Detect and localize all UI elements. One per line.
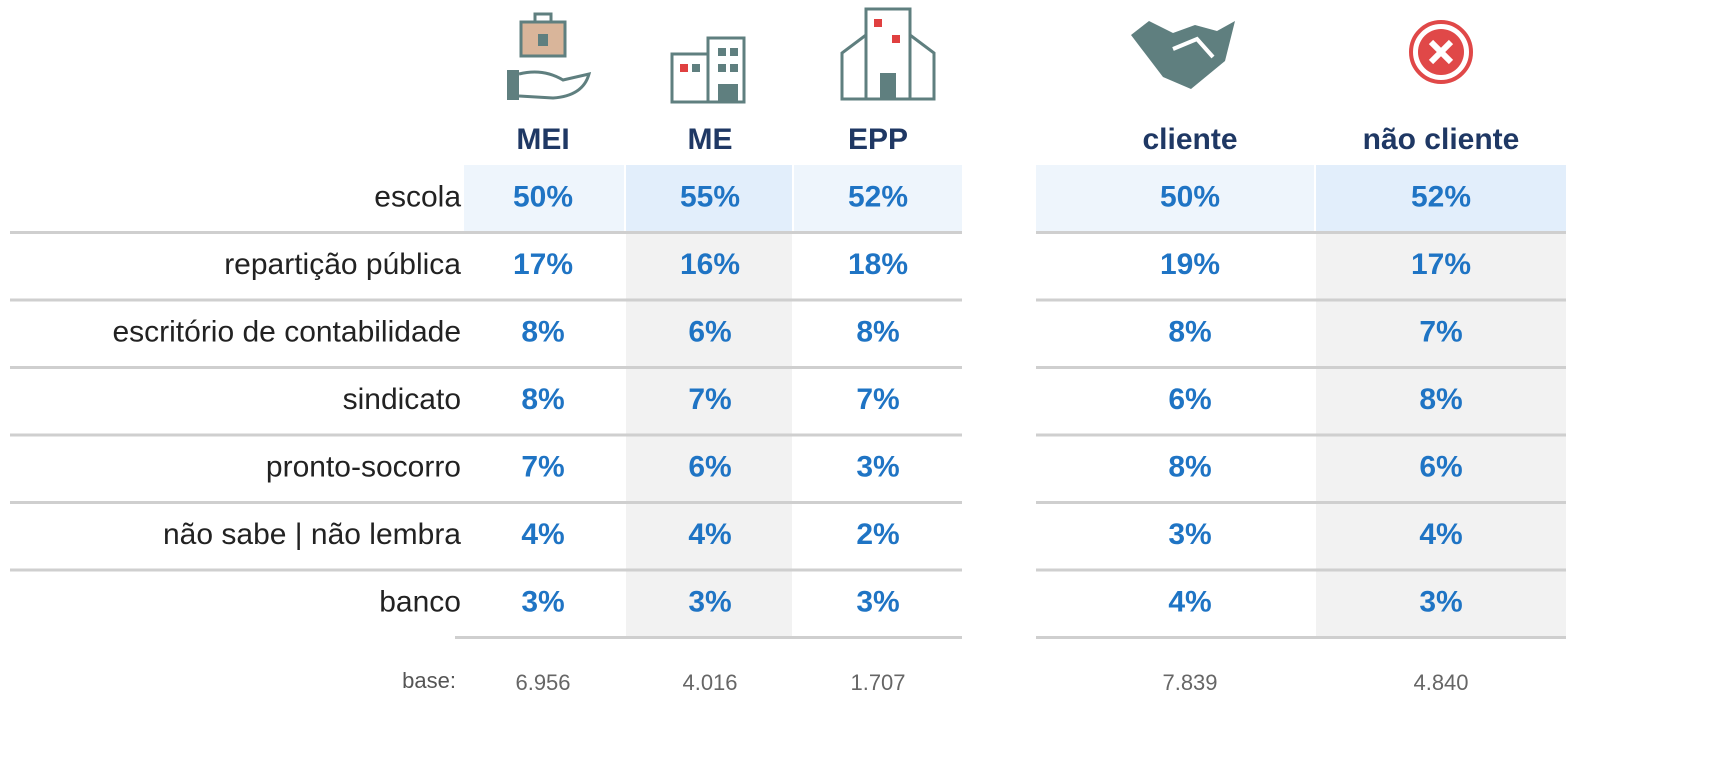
base-label: base: (402, 668, 456, 693)
cell-value: 18% (848, 248, 908, 281)
cell-value: 3% (1419, 586, 1462, 619)
cell-value: 19% (1160, 248, 1220, 281)
cell-value: 8% (521, 383, 564, 416)
highlight-row (794, 165, 962, 233)
row-label: banco (379, 586, 461, 619)
cell-value: 6% (1168, 383, 1211, 416)
cell-value: 17% (1411, 248, 1471, 281)
cell-value: 3% (521, 586, 564, 619)
icon-mei (507, 12, 592, 100)
cell-value: 8% (1168, 451, 1211, 484)
cell-value: 4% (1419, 518, 1462, 551)
cell-value: 7% (521, 451, 564, 484)
highlight-row (1036, 165, 1314, 233)
cell-value: 3% (856, 586, 899, 619)
row-label: escola (374, 181, 461, 214)
cell-value: 16% (680, 248, 740, 281)
cell-value: 3% (856, 451, 899, 484)
icon-epp (840, 7, 936, 101)
cell-value: 55% (680, 181, 740, 214)
highlight-row (1316, 165, 1566, 233)
cell-value: 50% (1160, 181, 1220, 214)
column-header: ME (688, 123, 733, 156)
cell-value: 8% (521, 316, 564, 349)
cell-value: 3% (1168, 518, 1211, 551)
cell-value: 4% (1168, 586, 1211, 619)
cell-value: 6% (1419, 451, 1462, 484)
icon-nao-cliente (1409, 20, 1473, 84)
base-value: 4.840 (1413, 670, 1468, 695)
highlight-row (464, 165, 624, 233)
column-header: MEI (516, 123, 569, 156)
column-header: cliente (1142, 123, 1237, 156)
cell-value: 3% (688, 586, 731, 619)
cell-value: 8% (856, 316, 899, 349)
cell-value: 8% (1168, 316, 1211, 349)
row-label: repartição pública (224, 248, 461, 281)
base-value: 4.016 (682, 670, 737, 695)
cell-value: 4% (521, 518, 564, 551)
base-value: 1.707 (850, 670, 905, 695)
row-label: não sabe | não lembra (163, 518, 461, 551)
highlight-row (626, 165, 792, 233)
cell-value: 8% (1419, 383, 1462, 416)
cell-value: 7% (688, 383, 731, 416)
cell-value: 6% (688, 451, 731, 484)
icon-me (670, 36, 746, 104)
cell-value: 50% (513, 181, 573, 214)
cell-value: 17% (513, 248, 573, 281)
column-header: EPP (848, 123, 908, 156)
cell-value: 2% (856, 518, 899, 551)
column-header: não cliente (1363, 123, 1520, 156)
base-value: 6.956 (515, 670, 570, 695)
cell-value: 52% (848, 181, 908, 214)
cell-value: 52% (1411, 181, 1471, 214)
icon-cliente (1131, 21, 1235, 89)
cell-value: 7% (856, 383, 899, 416)
base-value: 7.839 (1162, 670, 1217, 695)
row-label: escritório de contabilidade (112, 316, 461, 349)
cell-value: 7% (1419, 316, 1462, 349)
cell-value: 4% (688, 518, 731, 551)
row-label: pronto-socorro (266, 451, 461, 484)
cell-value: 6% (688, 316, 731, 349)
row-label: sindicato (343, 383, 461, 416)
